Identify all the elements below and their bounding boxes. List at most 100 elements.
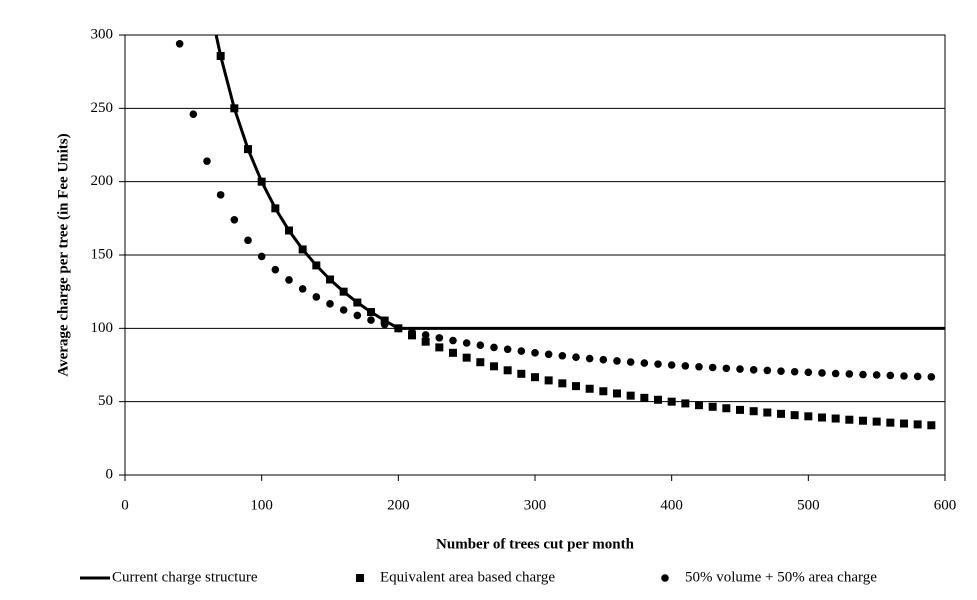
square-point [722, 404, 731, 413]
y-tick-label: 200 [91, 173, 114, 189]
x-tick-label: 100 [250, 497, 273, 513]
circle-point [380, 320, 389, 329]
legend-swatch [661, 574, 669, 582]
x-tick-label: 0 [121, 497, 129, 513]
x-tick-label: 200 [387, 497, 410, 513]
circle-point [462, 339, 471, 347]
square-point [558, 379, 567, 388]
circle-point [859, 370, 867, 379]
y-tick-label: 50 [98, 393, 113, 409]
circle-point [298, 285, 307, 293]
square-point [531, 373, 539, 382]
square-point [695, 401, 703, 410]
square-point [585, 384, 594, 393]
square-point [736, 405, 744, 414]
square-point [640, 393, 649, 402]
x-tick-label: 400 [660, 497, 683, 513]
square-point [339, 287, 348, 296]
square-point [367, 308, 375, 317]
circle-point [613, 357, 621, 365]
square-point [613, 389, 621, 398]
circle-point [777, 367, 785, 375]
square-point [804, 412, 813, 421]
circle-point [175, 40, 184, 48]
square-point [435, 343, 444, 352]
circle-point [790, 367, 799, 376]
circle-point [913, 372, 922, 381]
square-point [831, 414, 840, 423]
y-tick-label: 100 [91, 320, 114, 336]
circle-point [531, 349, 539, 357]
legend-label: 50% volume + 50% area charge [685, 569, 877, 585]
square-point [667, 397, 676, 406]
x-tick-label: 500 [797, 497, 820, 513]
square-point [599, 387, 608, 396]
circle-point [900, 372, 908, 380]
square-point [285, 226, 293, 235]
circle-point [367, 316, 375, 324]
circle-point [804, 368, 813, 377]
square-point [572, 382, 580, 391]
square-point [872, 417, 881, 426]
circle-point [886, 371, 895, 380]
circle-point [558, 351, 567, 360]
square-point [326, 275, 334, 284]
square-point [749, 407, 758, 416]
square-point [490, 362, 498, 371]
square-point [503, 366, 512, 375]
circle-point [408, 328, 416, 336]
square-point [257, 177, 266, 186]
x-tick-label: 300 [524, 497, 547, 513]
circle-point [640, 359, 649, 367]
square-point [421, 337, 430, 346]
square-point [927, 421, 936, 430]
circle-point [244, 236, 252, 245]
circle-point [230, 216, 239, 224]
square-point [517, 369, 526, 378]
circle-point [599, 355, 608, 364]
square-point [216, 51, 225, 60]
square-point [763, 408, 772, 417]
square-point [298, 245, 307, 254]
square-point [271, 204, 280, 213]
square-point [900, 419, 908, 428]
circle-point [872, 371, 881, 379]
circle-point [490, 343, 498, 352]
circle-point [572, 353, 580, 362]
circle-point [736, 365, 744, 373]
circle-point [763, 366, 772, 375]
square-point [777, 409, 785, 418]
circle-point [394, 324, 403, 333]
square-point [230, 104, 239, 113]
circle-point [585, 354, 594, 363]
circle-point [544, 350, 553, 359]
square-point [476, 358, 485, 367]
circle-point [216, 191, 225, 199]
x-axis-label: Number of trees cut per month [436, 536, 635, 552]
circle-point [927, 373, 936, 381]
square-point [913, 420, 922, 429]
circle-point [695, 362, 703, 371]
circle-point [749, 366, 758, 374]
square-point [380, 316, 389, 325]
circle-point [435, 334, 444, 342]
x-tick-label: 600 [934, 497, 957, 513]
circle-point [285, 276, 293, 284]
circle-point [189, 110, 198, 118]
square-point [818, 413, 826, 422]
circle-point [681, 362, 690, 370]
circle-point [503, 345, 512, 354]
y-tick-label: 300 [91, 26, 114, 42]
circle-point [517, 347, 526, 355]
square-point [886, 418, 895, 427]
circle-point [203, 157, 211, 165]
line [214, 34, 945, 330]
circle-point [339, 306, 348, 314]
circle-point [326, 300, 334, 308]
circle-point [845, 370, 854, 378]
circle-point [449, 336, 457, 345]
square-point [353, 298, 362, 307]
square-point [790, 411, 799, 420]
y-axis-label: Average charge per tree (in Fee Units) [55, 133, 71, 376]
